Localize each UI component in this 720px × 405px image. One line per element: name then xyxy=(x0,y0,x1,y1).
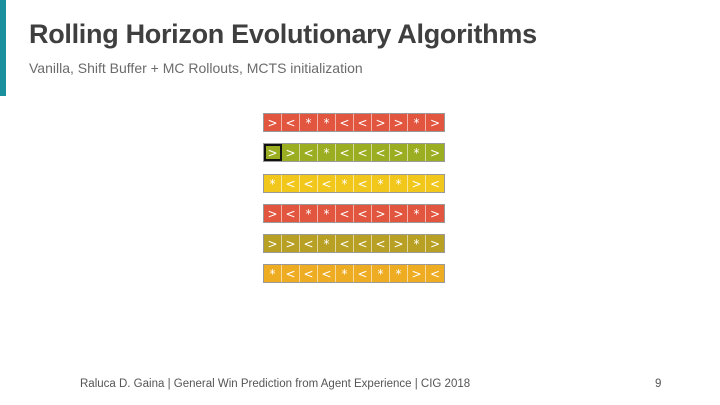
slide-title: Rolling Horizon Evolutionary Algorithms xyxy=(29,19,537,49)
action-cell: * xyxy=(408,144,426,161)
action-cell: * xyxy=(390,175,408,192)
action-cell: > xyxy=(426,205,444,222)
action-cell: * xyxy=(408,205,426,222)
action-cell: * xyxy=(372,265,390,282)
action-cell: > xyxy=(372,205,390,222)
action-cell: * xyxy=(318,235,336,252)
action-cell: * xyxy=(408,235,426,252)
action-cell: > xyxy=(264,144,282,161)
action-cell: < xyxy=(300,175,318,192)
action-cell: > xyxy=(264,205,282,222)
action-cell: < xyxy=(336,144,354,161)
action-cell: * xyxy=(318,205,336,222)
action-cell: * xyxy=(390,265,408,282)
action-cell: < xyxy=(318,175,336,192)
action-cell: < xyxy=(354,205,372,222)
slide-subtitle: Vanilla, Shift Buffer + MC Rollouts, MCT… xyxy=(29,60,363,76)
action-cell: > xyxy=(426,144,444,161)
action-cell: > xyxy=(390,114,408,131)
action-cell: < xyxy=(354,114,372,131)
action-sequence-row: * < < < * < * * > < xyxy=(263,174,445,193)
action-cell: < xyxy=(426,175,444,192)
action-cell: * xyxy=(318,114,336,131)
action-cell: > xyxy=(426,235,444,252)
action-sequence-row: > < * * < < > > * > xyxy=(263,204,445,223)
slide-footer: Raluca D. Gaina | General Win Prediction… xyxy=(80,378,471,390)
action-sequence-row: > < * * < < > > * > xyxy=(263,113,445,132)
action-cell: > xyxy=(390,235,408,252)
action-cell: < xyxy=(300,235,318,252)
accent-bar xyxy=(0,0,6,96)
action-cell: > xyxy=(426,114,444,131)
action-cell: < xyxy=(318,265,336,282)
action-sequence-row: > > < * < < < > * > xyxy=(263,143,445,162)
action-cell: < xyxy=(354,144,372,161)
action-cell: * xyxy=(300,114,318,131)
action-cell: * xyxy=(264,175,282,192)
action-cell: < xyxy=(336,205,354,222)
action-cell: > xyxy=(282,235,300,252)
action-cell: * xyxy=(264,265,282,282)
action-cell: > xyxy=(372,114,390,131)
action-cell: < xyxy=(336,235,354,252)
action-cell: * xyxy=(372,175,390,192)
action-cell: < xyxy=(354,175,372,192)
action-cell: < xyxy=(282,205,300,222)
action-cell: * xyxy=(300,205,318,222)
action-cell: < xyxy=(426,265,444,282)
action-cell: < xyxy=(282,114,300,131)
action-cell: * xyxy=(318,144,336,161)
action-cell: > xyxy=(408,265,426,282)
action-cell: > xyxy=(390,205,408,222)
action-cell: < xyxy=(372,235,390,252)
action-cell: < xyxy=(300,265,318,282)
action-cell: < xyxy=(282,175,300,192)
action-cell: < xyxy=(282,265,300,282)
action-cell: * xyxy=(336,265,354,282)
action-cell: * xyxy=(408,114,426,131)
action-cell: < xyxy=(354,235,372,252)
action-cell: < xyxy=(354,265,372,282)
action-cell: > xyxy=(390,144,408,161)
action-cell: < xyxy=(372,144,390,161)
action-cell: > xyxy=(264,114,282,131)
action-cell: * xyxy=(336,175,354,192)
action-sequence-row: > > < * < < < > * > xyxy=(263,234,445,253)
action-cell: > xyxy=(264,235,282,252)
action-cell: < xyxy=(300,144,318,161)
action-cell: > xyxy=(408,175,426,192)
action-cell: > xyxy=(282,144,300,161)
action-cell: < xyxy=(336,114,354,131)
action-sequence-row: * < < < * < * * > < xyxy=(263,264,445,283)
page-number: 9 xyxy=(655,378,662,390)
